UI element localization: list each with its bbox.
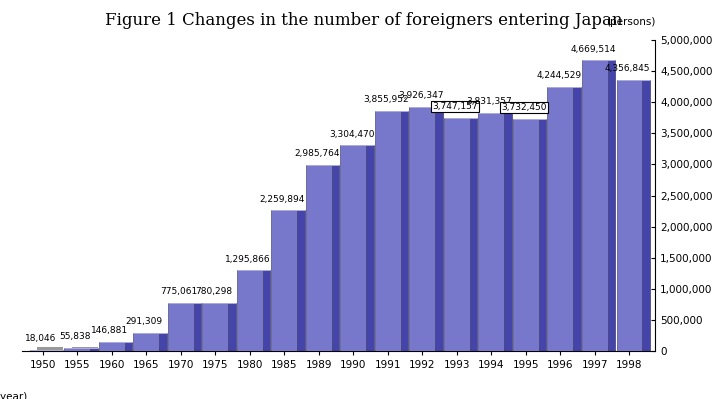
Polygon shape [202, 302, 228, 351]
Text: (year): (year) [0, 391, 28, 399]
Polygon shape [279, 347, 305, 351]
Polygon shape [37, 347, 63, 351]
Polygon shape [590, 347, 615, 351]
Polygon shape [124, 342, 132, 351]
Text: 291,309: 291,309 [126, 317, 163, 326]
Text: 3,732,450: 3,732,450 [502, 103, 547, 112]
Polygon shape [348, 347, 373, 351]
Polygon shape [417, 347, 443, 351]
Text: 1,295,866: 1,295,866 [225, 255, 271, 264]
Polygon shape [30, 350, 55, 351]
Polygon shape [582, 61, 608, 351]
Polygon shape [513, 119, 539, 351]
Polygon shape [642, 80, 650, 351]
Polygon shape [608, 61, 615, 351]
Polygon shape [106, 347, 132, 351]
Polygon shape [555, 347, 581, 351]
Polygon shape [409, 107, 435, 351]
Polygon shape [478, 113, 505, 351]
Text: 4,669,514: 4,669,514 [571, 45, 616, 53]
Text: 146,881: 146,881 [91, 326, 128, 335]
Text: 3,304,470: 3,304,470 [329, 130, 374, 138]
Text: (persons): (persons) [606, 18, 655, 28]
Polygon shape [228, 302, 236, 351]
Text: 3,747,157: 3,747,157 [432, 102, 478, 111]
Polygon shape [624, 347, 650, 351]
Polygon shape [167, 303, 194, 351]
Polygon shape [340, 146, 366, 351]
Polygon shape [306, 165, 332, 351]
Text: 4,356,845: 4,356,845 [605, 64, 651, 73]
Polygon shape [237, 271, 263, 351]
Polygon shape [505, 113, 512, 351]
Polygon shape [141, 347, 167, 351]
Text: Figure 1 Changes in the number of foreigners entering Japan: Figure 1 Changes in the number of foreig… [106, 12, 622, 29]
Polygon shape [313, 347, 339, 351]
Polygon shape [159, 333, 167, 351]
Text: 3,855,952: 3,855,952 [363, 95, 409, 104]
Polygon shape [245, 347, 270, 351]
Polygon shape [400, 111, 408, 351]
Polygon shape [210, 347, 236, 351]
Text: 2,985,764: 2,985,764 [294, 150, 340, 158]
Polygon shape [574, 87, 581, 351]
Polygon shape [90, 348, 98, 351]
Polygon shape [297, 210, 305, 351]
Polygon shape [133, 333, 159, 351]
Polygon shape [444, 118, 470, 351]
Polygon shape [194, 303, 201, 351]
Polygon shape [72, 347, 98, 351]
Polygon shape [175, 347, 201, 351]
Polygon shape [375, 111, 400, 351]
Polygon shape [547, 87, 574, 351]
Text: 775,061: 775,061 [160, 287, 197, 296]
Polygon shape [521, 347, 547, 351]
Text: 4,244,529: 4,244,529 [536, 71, 581, 80]
Text: 18,046: 18,046 [25, 334, 57, 343]
Polygon shape [272, 210, 297, 351]
Polygon shape [435, 107, 443, 351]
Polygon shape [366, 146, 373, 351]
Polygon shape [99, 342, 124, 351]
Text: 2,259,894: 2,259,894 [260, 195, 305, 203]
Polygon shape [263, 271, 270, 351]
Text: 3,926,347: 3,926,347 [398, 91, 443, 100]
Polygon shape [55, 350, 63, 351]
Text: 780,298: 780,298 [195, 287, 232, 296]
Polygon shape [539, 119, 547, 351]
Polygon shape [382, 347, 408, 351]
Polygon shape [617, 80, 642, 351]
Text: 55,838: 55,838 [60, 332, 91, 341]
Polygon shape [486, 347, 512, 351]
Polygon shape [470, 118, 478, 351]
Polygon shape [451, 347, 478, 351]
Text: 3,831,357: 3,831,357 [467, 97, 513, 106]
Polygon shape [64, 348, 90, 351]
Polygon shape [332, 165, 339, 351]
